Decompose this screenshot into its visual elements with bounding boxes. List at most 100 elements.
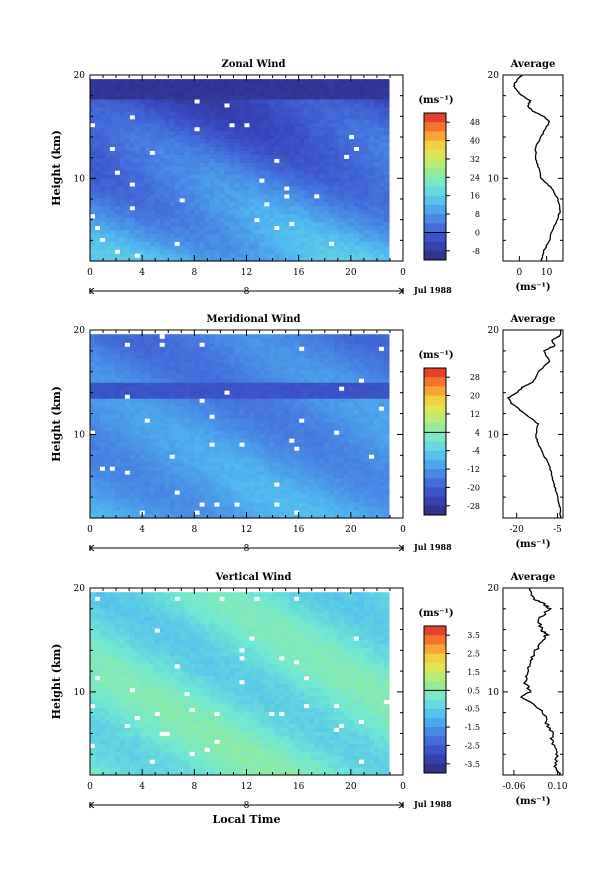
heatmap-cell	[324, 162, 330, 167]
heatmap-cell	[329, 386, 335, 391]
heatmap-cell	[129, 402, 136, 407]
heatmap-cell	[344, 410, 350, 415]
heatmap-cell	[349, 398, 355, 403]
heatmap-cell	[174, 498, 181, 503]
heatmap-cell	[124, 170, 131, 175]
heatmap-cell	[204, 158, 211, 163]
heatmap-cell	[104, 98, 111, 104]
heatmap-cell	[179, 205, 186, 211]
heatmap-cell	[379, 166, 385, 171]
heatmap-cell	[159, 474, 166, 479]
colorbar-swatch	[424, 131, 446, 142]
heatmap-cell	[174, 494, 181, 499]
heatmap-cell	[324, 470, 330, 475]
heatmap-cell	[109, 470, 116, 475]
heatmap-cell	[369, 102, 375, 108]
average-x-axis-label: (ms⁻¹)	[515, 282, 550, 293]
heatmap-cell	[114, 406, 121, 411]
heatmap-cell	[254, 382, 260, 387]
heatmap-cell	[139, 402, 146, 407]
heatmap-cell	[269, 253, 275, 258]
heatmap-cell	[104, 229, 111, 234]
heatmap-cell	[119, 154, 126, 159]
heatmap-cell	[164, 205, 171, 211]
heatmap-cell	[339, 422, 345, 427]
heatmap-cell	[334, 225, 340, 230]
heatmap-cell	[209, 118, 216, 124]
heatmap-cell	[364, 166, 370, 171]
heatmap-cell	[204, 221, 211, 227]
heatmap-cell	[274, 434, 280, 439]
heatmap-cell	[334, 394, 340, 399]
heatmap-cell	[214, 502, 221, 507]
heatmap-cell	[319, 438, 325, 443]
heatmap-cell	[229, 386, 236, 391]
heatmap-cell	[294, 510, 300, 515]
heatmap-cell	[254, 233, 260, 238]
heatmap-cell	[374, 398, 380, 403]
heatmap-cell	[134, 91, 141, 96]
heatmap-cell	[224, 498, 231, 503]
heatmap-cell	[254, 458, 260, 463]
heatmap-cell	[184, 166, 191, 171]
heatmap-cell	[269, 79, 275, 84]
heatmap-cell	[129, 245, 136, 250]
heatmap-cell	[214, 102, 221, 108]
heatmap-cell	[299, 438, 305, 443]
heatmap-cell	[304, 257, 310, 262]
heatmap-cell	[119, 490, 126, 495]
heatmap-cell	[189, 490, 196, 495]
heatmap-cell	[144, 79, 151, 84]
heatmap-cell	[259, 430, 265, 435]
heatmap-cell	[349, 422, 355, 427]
heatmap-cell	[100, 506, 106, 511]
heatmap-cell	[139, 454, 146, 459]
heatmap-cell	[219, 87, 226, 92]
heatmap-cell	[254, 494, 260, 499]
heatmap-cell	[369, 170, 375, 175]
heatmap-cell	[383, 197, 390, 203]
heatmap-cell	[174, 514, 181, 519]
colorbar-label: 8	[475, 210, 480, 219]
heatmap-cell	[339, 126, 345, 132]
heatmap-cell	[119, 110, 126, 116]
heatmap-cell	[149, 106, 156, 112]
heatmap-cell	[129, 79, 136, 84]
heatmap-cell	[379, 494, 385, 499]
heatmap-cell	[349, 185, 355, 191]
heatmap-cell	[383, 253, 390, 258]
heatmap-cell	[369, 490, 375, 495]
heatmap-cell	[264, 209, 270, 215]
heatmap-cell	[289, 233, 295, 238]
heatmap-cell	[339, 482, 345, 487]
heatmap-cell	[339, 474, 345, 479]
heatmap-cell	[144, 233, 151, 238]
heatmap-cell	[204, 110, 211, 116]
heatmap-cell	[259, 406, 265, 411]
heatmap-cell	[139, 390, 146, 395]
heatmap-cell	[219, 482, 226, 487]
heatmap-cell	[304, 162, 310, 167]
heatmap-cell	[334, 102, 340, 108]
heatmap-cell	[279, 442, 285, 447]
heatmap-cell	[324, 394, 330, 399]
heatmap-cell	[354, 217, 360, 223]
heatmap-cell	[204, 185, 211, 191]
heatmap-cell	[374, 382, 380, 387]
heatmap-cell	[244, 490, 250, 495]
heatmap-cell	[229, 193, 236, 199]
heatmap-cell	[349, 458, 355, 463]
heatmap-cell	[329, 110, 335, 116]
heatmap-cell	[354, 494, 360, 499]
heatmap-cell	[319, 490, 325, 495]
heatmap-cell	[174, 486, 181, 491]
heatmap-cell	[364, 486, 370, 491]
heatmap-cell	[159, 83, 166, 88]
heatmap-cell	[364, 217, 370, 223]
heatmap-cell	[329, 134, 335, 140]
heatmap-cell	[134, 130, 141, 136]
heatmap-cell	[184, 178, 191, 183]
heatmap-cell	[269, 213, 275, 219]
heatmap-cell	[95, 382, 101, 387]
heatmap-cell	[249, 241, 255, 246]
